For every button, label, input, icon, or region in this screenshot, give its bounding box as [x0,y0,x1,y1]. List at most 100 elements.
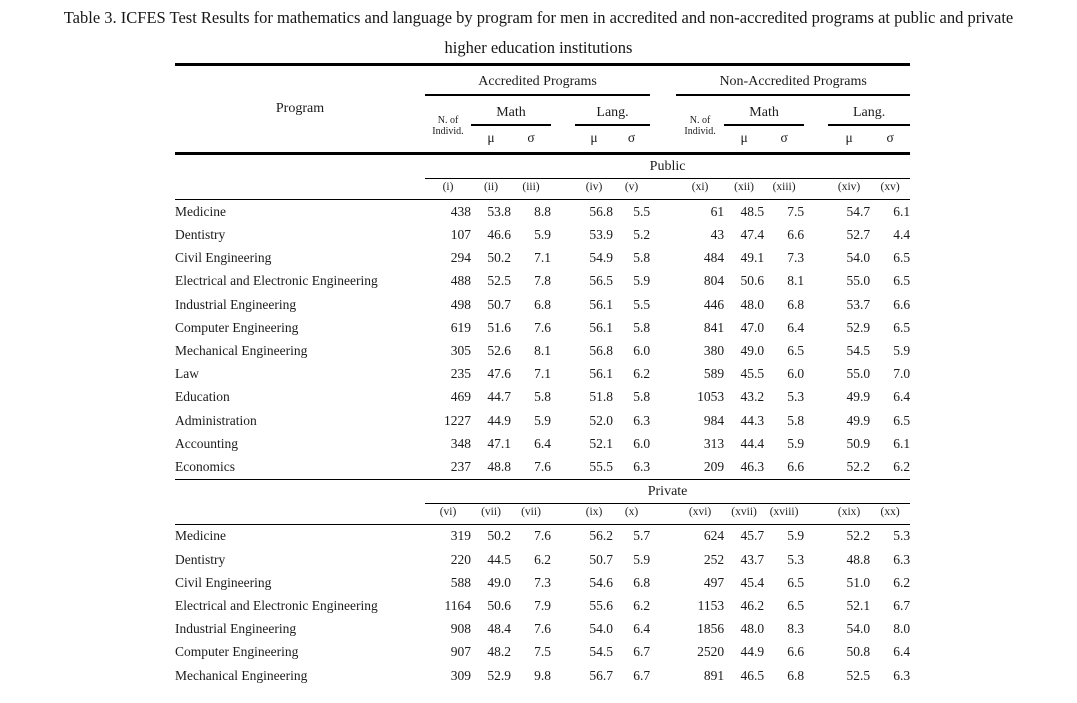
value-cell: 51.0 [846,574,871,590]
value-cell: 54.0 [846,621,871,637]
table-row: Medicine 319 50.2 7.6 56.2 5.7 624 45.7 5.9 52.2 5… [175,524,910,548]
column-spacer [804,594,828,617]
value-cell: 5.7 [633,528,651,544]
column-label: (x) [613,503,651,525]
value-cell: 484 [703,250,725,266]
value-cell: 6.5 [893,250,911,266]
column-spacer [551,316,575,339]
value-cell: 56.1 [589,296,613,312]
program-name: Education [175,389,230,405]
value-cell: 469 [450,389,471,405]
column-spacer [551,409,575,432]
value-cell: 7.6 [534,458,551,474]
table-row: Dentistry 220 44.5 6.2 50.7 5.9 252 43.7 5.3 48.8… [175,548,910,571]
column-spacer [804,95,828,154]
value-cell: 7.0 [893,366,911,382]
value-cell: 841 [703,319,725,335]
value-cell: 2520 [697,644,725,660]
value-cell: 6.1 [893,203,911,219]
value-cell: 8.1 [534,342,551,358]
math-header: Math [471,95,551,126]
value-cell: 46.5 [740,667,765,683]
sigma-header: σ [780,130,788,145]
column-label: (v) [613,178,651,201]
column-spacer [804,664,828,687]
program-name: Industrial Engineering [175,621,297,637]
value-cell: 313 [703,435,725,451]
value-cell: 624 [703,528,725,544]
column-spacer [804,432,828,455]
column-spacer [650,316,676,339]
column-label: (xv) [870,178,911,201]
program-name: Administration [175,412,257,428]
column-label: (xvi) [676,503,725,525]
column-label: (ix) [575,503,613,525]
table-row: Electrical and Electronic Engineering 488… [175,270,910,293]
column-spacer [551,455,575,479]
column-spacer [650,339,676,362]
value-cell: 5.9 [787,435,805,451]
value-cell: 48.2 [487,644,511,660]
value-cell: 5.3 [893,528,911,544]
column-label: (vii) [511,503,551,525]
column-spacer [551,524,575,548]
column-spacer [551,432,575,455]
column-spacer [804,293,828,316]
section-title-public: Public [425,153,911,180]
value-cell: 6.4 [893,389,911,405]
value-cell: 49.9 [846,412,871,428]
value-cell: 6.1 [893,435,911,451]
table-row: Mechanical Engineering 305 52.6 8.1 56.8 6.0 3… [175,339,910,362]
value-cell: 6.5 [787,574,805,590]
column-spacer [650,455,676,479]
column-spacer [804,455,828,479]
value-cell: 588 [450,574,471,590]
column-spacer [804,386,828,409]
section-band-row: Private [175,478,911,504]
column-spacer [650,594,676,617]
value-cell: 55.6 [589,597,613,613]
sigma-header: σ [527,130,535,145]
value-cell: 6.2 [633,366,651,382]
value-cell: 252 [703,551,725,567]
value-cell: 6.6 [787,458,805,474]
value-cell: 348 [450,435,471,451]
column-spacer [551,339,575,362]
program-name: Computer Engineering [175,319,299,335]
mu-header: μ [740,130,748,145]
stat-header-row: μ σ μ σ μ σ μ σ [175,125,910,154]
lang-header: Lang. [828,95,911,126]
column-spacer [804,247,828,270]
value-cell: 44.9 [487,412,511,428]
value-cell: 56.2 [589,528,613,544]
column-spacer [650,641,676,664]
value-cell: 5.3 [787,389,805,405]
program-name: Accounting [175,435,238,451]
table-row: Electrical and Electronic Engineering 116… [175,594,910,617]
column-spacer [551,618,575,641]
value-cell: 50.7 [487,296,511,312]
value-cell: 497 [703,574,725,590]
value-cell: 50.2 [487,250,511,266]
value-cell: 7.6 [534,528,551,544]
value-cell: 54.5 [589,644,613,660]
value-cell: 48.5 [740,203,765,219]
value-cell: 1164 [444,597,472,613]
value-cell: 52.1 [589,435,613,451]
value-cell: 6.6 [893,296,911,312]
value-cell: 4.4 [893,226,911,242]
value-cell: 5.9 [534,226,551,242]
value-cell: 6.2 [893,458,911,474]
value-cell: 380 [703,342,725,358]
table-header: Program Accredited Programs Non-Accredit… [175,64,911,154]
table-row: Accounting 348 47.1 6.4 52.1 6.0 313 44.4 5.9 50.… [175,432,910,455]
value-cell: 55.5 [589,458,613,474]
program-name: Economics [175,458,235,474]
column-spacer [650,293,676,316]
value-cell: 44.4 [740,435,765,451]
value-cell: 52.1 [846,597,871,613]
column-label: (xiv) [828,178,871,201]
column-spacer [551,363,575,386]
value-cell: 6.7 [893,597,911,613]
value-cell: 49.9 [846,389,871,405]
